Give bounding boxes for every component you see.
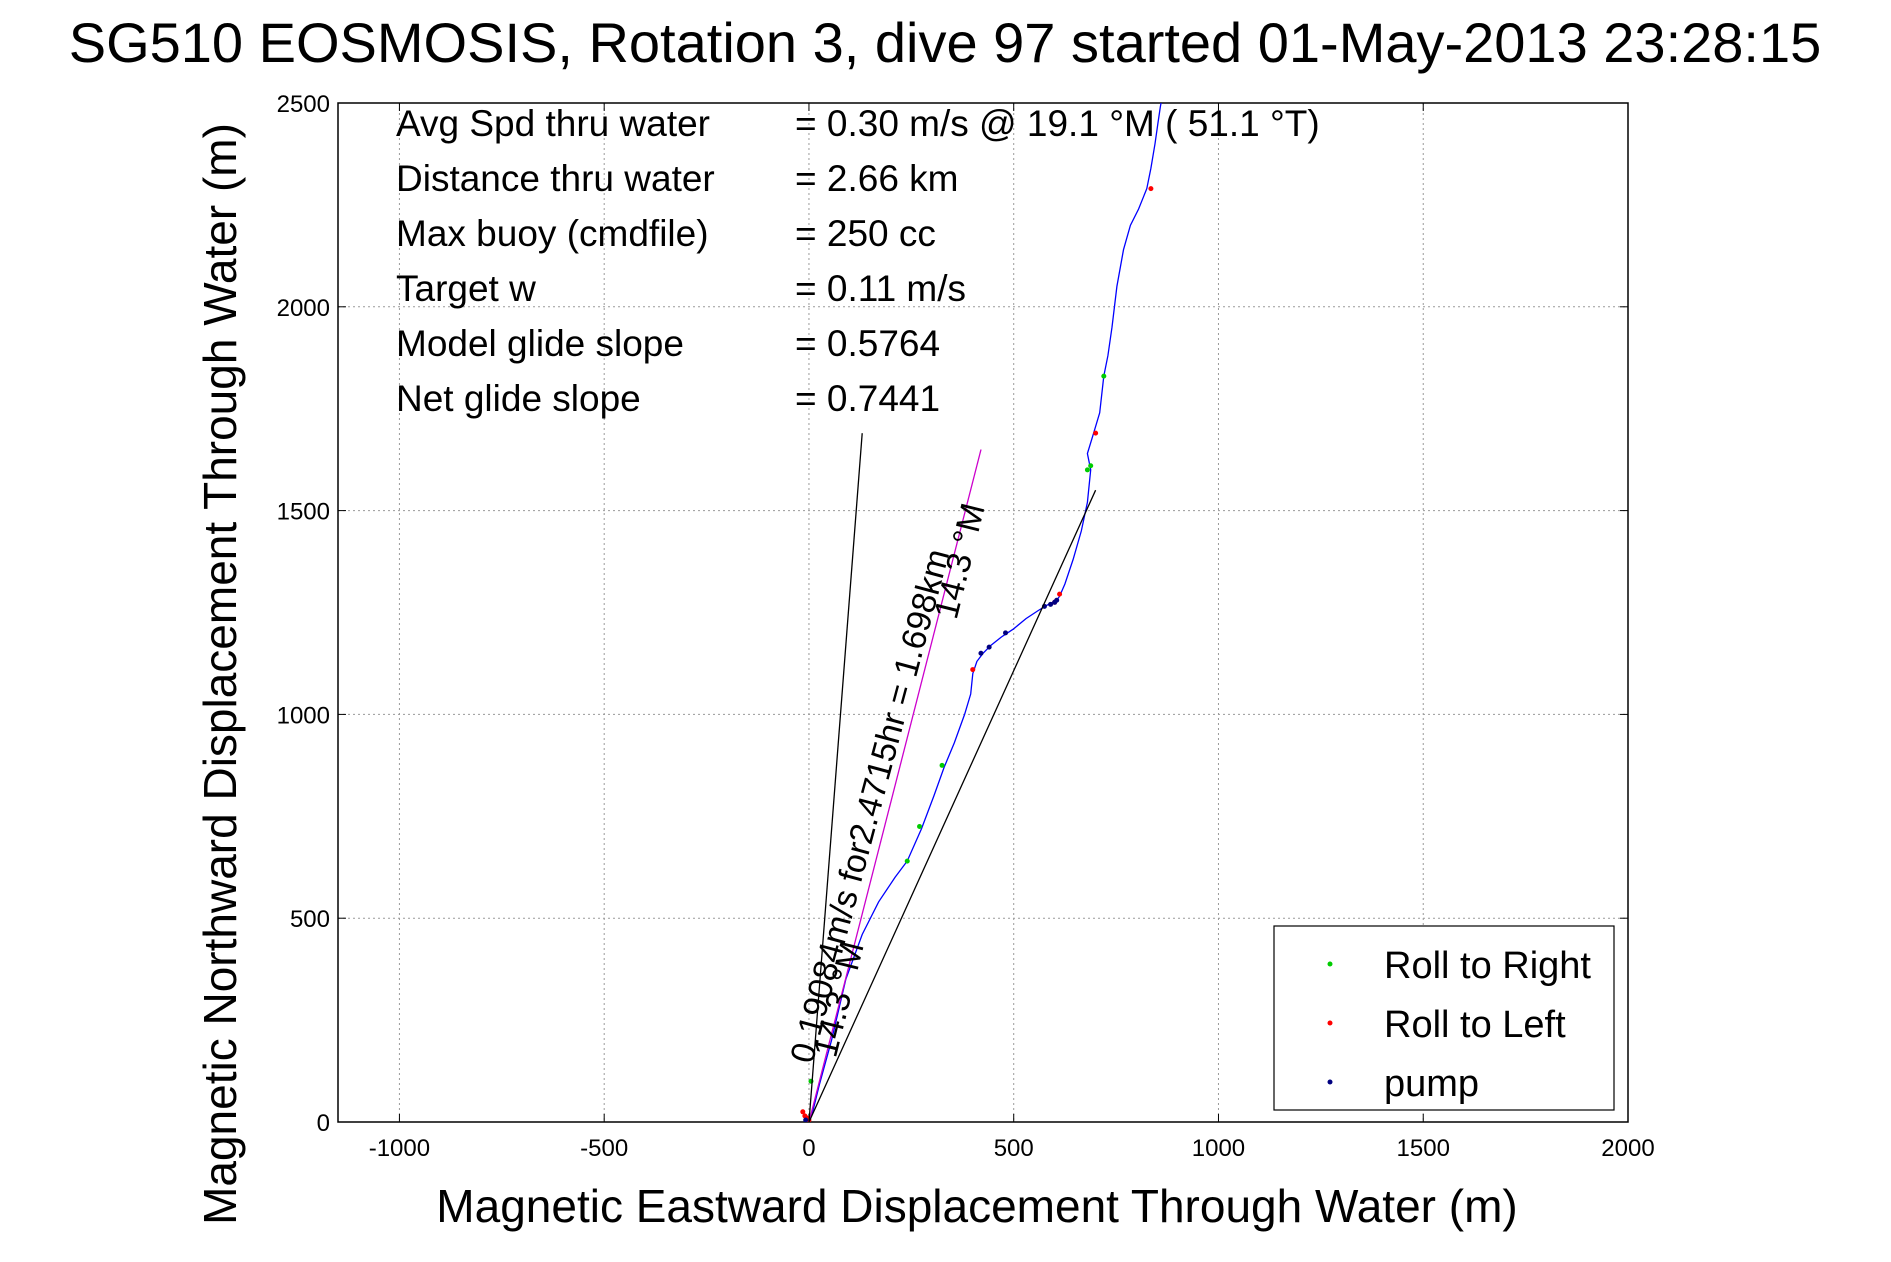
legend-label: Roll to Left bbox=[1384, 1004, 1566, 1046]
x-tick-label: 1500 bbox=[1397, 1135, 1450, 1162]
info-label: Avg Spd thru water bbox=[396, 103, 710, 144]
y-tick-label: 1000 bbox=[277, 702, 330, 729]
x-axis-label: Magnetic Eastward Displacement Through W… bbox=[436, 1180, 1517, 1232]
info-value: = 0.30 m/s @ 19.1 °M ( 51.1 °T) bbox=[795, 103, 1320, 144]
x-tick-label: -1000 bbox=[369, 1135, 430, 1162]
series-point bbox=[1003, 630, 1009, 636]
y-tick-label: 500 bbox=[290, 906, 330, 933]
data-series bbox=[800, 103, 1162, 1122]
info-label: Model glide slope bbox=[396, 323, 684, 364]
series-line bbox=[808, 449, 982, 1122]
series-point bbox=[970, 667, 976, 673]
y-axis-label: Magnetic Northward Displacement Through … bbox=[194, 123, 246, 1225]
axes bbox=[337, 102, 1629, 1123]
legend-marker bbox=[1327, 1020, 1333, 1026]
series-point bbox=[986, 644, 992, 650]
series-point bbox=[978, 650, 984, 656]
series-point bbox=[1048, 601, 1054, 607]
info-label: Max buoy (cmdfile) bbox=[396, 213, 709, 254]
legend-marker bbox=[1327, 1079, 1333, 1085]
series-point bbox=[1093, 430, 1099, 436]
x-tick-label: 1000 bbox=[1192, 1135, 1245, 1162]
series-point bbox=[1088, 463, 1094, 469]
info-value: = 2.66 km bbox=[795, 158, 959, 199]
plot-frame bbox=[337, 102, 1629, 1123]
legend-label: pump bbox=[1384, 1063, 1479, 1105]
series-point bbox=[939, 762, 945, 768]
legend-marker bbox=[1327, 961, 1333, 967]
legend-label: Roll to Right bbox=[1384, 945, 1591, 987]
info-label: Net glide slope bbox=[396, 378, 641, 419]
series-point bbox=[800, 1109, 806, 1115]
y-tick-label: 2500 bbox=[277, 91, 330, 118]
info-text-block: Avg Spd thru water = 0.30 m/s @ 19.1 °M (… bbox=[396, 103, 1320, 419]
series-point bbox=[1101, 373, 1107, 379]
series-point bbox=[1054, 597, 1060, 603]
info-label: Target w bbox=[396, 268, 536, 309]
chart-title: SG510 EOSMOSIS, Rotation 3, dive 97 star… bbox=[69, 11, 1822, 74]
series-point bbox=[803, 1117, 809, 1122]
legend-box bbox=[1273, 925, 1615, 1111]
series-point bbox=[917, 823, 923, 829]
series-line bbox=[808, 433, 863, 1122]
x-tick-label: 500 bbox=[994, 1135, 1034, 1162]
y-tick-label: 2000 bbox=[277, 295, 330, 322]
series-point bbox=[1148, 186, 1154, 192]
series-line bbox=[808, 489, 1097, 1122]
x-tick-label: 0 bbox=[802, 1135, 815, 1162]
info-value: = 0.7441 bbox=[795, 378, 940, 419]
series-point bbox=[904, 858, 910, 864]
tick-labels: -1000 -500 0 500 1000 1500 2000 0 500 1000 1500 200… bbox=[277, 91, 1655, 1162]
info-value: = 0.5764 bbox=[795, 323, 940, 364]
legend: Roll to Right Roll to Left pump bbox=[1273, 925, 1615, 1111]
x-tick-label: 2000 bbox=[1601, 1135, 1654, 1162]
y-tick-label: 0 bbox=[317, 1110, 330, 1137]
y-tick-label: 1500 bbox=[277, 499, 330, 526]
series-point bbox=[1084, 467, 1090, 473]
info-value: = 250 cc bbox=[795, 213, 936, 254]
x-tick-label: -500 bbox=[580, 1135, 628, 1162]
info-label: Distance thru water bbox=[396, 158, 715, 199]
info-value: = 0.11 m/s bbox=[795, 268, 966, 309]
series-point bbox=[1057, 591, 1063, 597]
